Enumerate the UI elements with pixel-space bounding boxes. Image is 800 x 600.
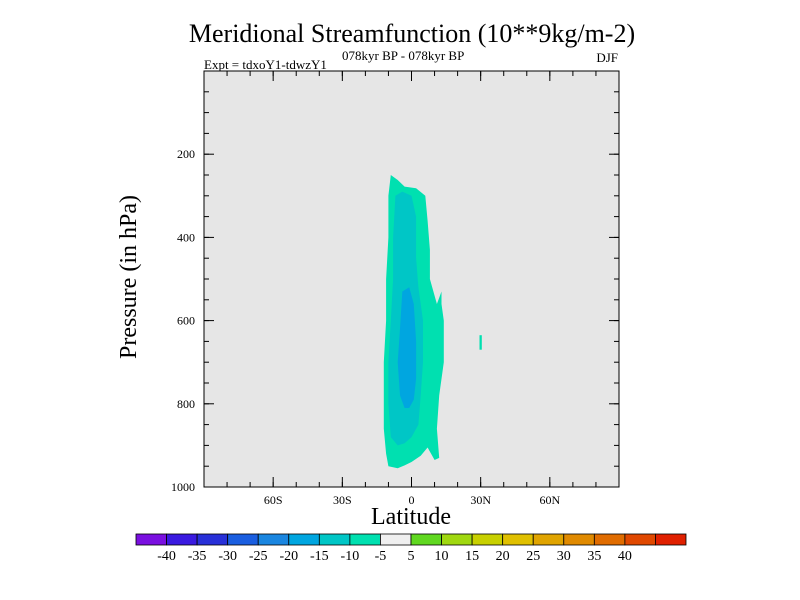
- colorbar-swatch: [410, 533, 442, 546]
- colorbar-swatch: [441, 533, 473, 546]
- colorbar-swatch: [593, 533, 626, 546]
- colorbar-swatch: [318, 533, 351, 546]
- colorbar-label: 5: [408, 549, 415, 564]
- colorbar-label: -25: [249, 549, 268, 564]
- colorbar-label: -15: [310, 549, 329, 564]
- colorbar-label: 25: [526, 549, 540, 564]
- x-tick-label: 60S: [264, 493, 283, 507]
- y-tick-label: 1000: [171, 480, 195, 494]
- x-tick-label: 0: [409, 493, 415, 507]
- colorbar-swatch: [227, 533, 259, 546]
- colorbar-swatch: [196, 533, 229, 546]
- chart-title: Meridional Streamfunction (10**9kg/m-2): [189, 19, 635, 48]
- colorbar-swatch: [471, 533, 504, 546]
- y-tick-label: 400: [177, 230, 195, 244]
- colorbar-label: -5: [375, 549, 387, 564]
- colorbar-swatch: [380, 533, 412, 546]
- chart-season: DJF: [596, 50, 618, 65]
- colorbar-label: 30: [557, 549, 571, 564]
- colorbar-swatch: [502, 533, 534, 546]
- colorbar-swatch: [349, 533, 381, 546]
- x-tick-label: 30S: [333, 493, 352, 507]
- colorbar-swatch: [655, 533, 687, 546]
- colorbar-label: 10: [435, 549, 449, 564]
- colorbar-label: -10: [341, 549, 360, 564]
- colorbar-label: 20: [496, 549, 510, 564]
- colorbar-swatch: [257, 533, 290, 546]
- contour-regions: [383, 175, 482, 469]
- x-axis-label: Latitude: [371, 504, 451, 530]
- chart-subtitle-sup: 078kyr BP - 078kyr BP: [342, 48, 464, 63]
- colorbar-swatch: [624, 533, 656, 546]
- colorbar-swatch: [532, 533, 565, 546]
- colorbar-swatch: [288, 533, 320, 546]
- contour-region-1: [479, 335, 482, 350]
- colorbar-label: -40: [157, 549, 176, 564]
- colorbar-label: 40: [618, 549, 632, 564]
- y-tick-label: 600: [177, 314, 195, 328]
- y-tick-label: 200: [177, 147, 195, 161]
- plot-area: 60S 30S 0 30N 60N 200 400 600 800 1000: [171, 70, 620, 507]
- colorbar-swatch: [166, 533, 198, 546]
- colorbar-label: 35: [587, 549, 601, 564]
- colorbar-swatch: [563, 533, 595, 546]
- colorbar-swatch: [135, 533, 167, 546]
- y-axis-ticks: 200 400 600 800 1000: [171, 147, 619, 494]
- y-axis-label: Pressure (in hPa): [116, 195, 142, 359]
- x-axis-ticks: 60S 30S 0 30N 60N: [264, 71, 560, 507]
- contour-region-3: [397, 287, 417, 408]
- chart-subtitle-left: Expt = tdxoY1-tdwzY1: [204, 57, 327, 72]
- colorbar-label: -30: [218, 549, 237, 564]
- colorbar-label: -20: [279, 549, 298, 564]
- y-tick-label: 800: [177, 397, 195, 411]
- colorbar-label: 15: [465, 549, 479, 564]
- colorbar-label: -35: [188, 549, 207, 564]
- x-tick-label: 30N: [470, 493, 491, 507]
- x-tick-label: 60N: [539, 493, 560, 507]
- colorbar: -40 -35 -30 -25 -20 -15 -10 -5 5 10 15 20 25 30 35 40: [135, 533, 687, 564]
